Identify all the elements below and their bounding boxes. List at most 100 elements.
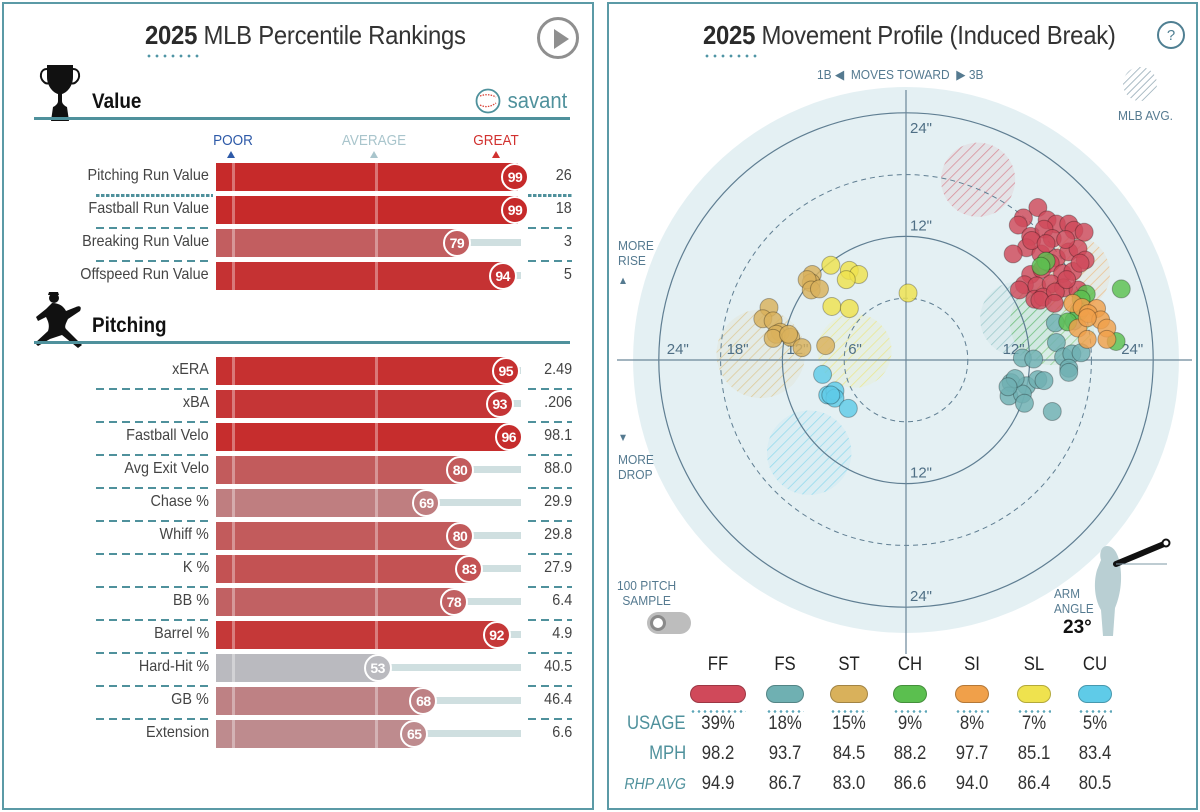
- poor-gridline: [232, 196, 235, 224]
- percentile-bar: [216, 456, 460, 484]
- row-separator: [96, 685, 213, 687]
- percentile-badge: 80: [446, 522, 474, 550]
- average-gridline: [375, 262, 378, 290]
- more-drop-line2: DROP: [618, 467, 653, 482]
- poor-gridline: [232, 489, 235, 517]
- more-rise-line2: RISE: [618, 253, 646, 268]
- percentile-bar: [216, 687, 424, 715]
- metric-row[interactable]: K % 83 27.9: [4, 553, 596, 587]
- metric-row[interactable]: Chase % 69 29.9: [4, 487, 596, 521]
- poor-gridline: [232, 588, 235, 616]
- average-gridline: [375, 456, 378, 484]
- pitch-color-swatch[interactable]: [830, 685, 868, 703]
- arm-label-line1: ARM: [1054, 586, 1081, 601]
- row-separator: [96, 227, 213, 229]
- metric-row[interactable]: xERA 95 2.49: [4, 356, 596, 389]
- metric-row[interactable]: Breaking Run Value 79 3: [4, 227, 596, 261]
- metric-row[interactable]: xBA 93 .206: [4, 388, 596, 422]
- metric-row[interactable]: GB % 68 46.4: [4, 685, 596, 719]
- more-drop-line1: MORE: [618, 452, 654, 467]
- pitch-color-swatch[interactable]: [766, 685, 804, 703]
- pitch-point-cu: [813, 364, 833, 384]
- metric-row[interactable]: Extension 65 6.6: [4, 718, 596, 752]
- pitch-mph: 85.1: [1017, 743, 1051, 764]
- usage-dots: [893, 710, 927, 713]
- sample-line1: 100 PITCH: [617, 578, 677, 593]
- pitch-point-st: [816, 336, 836, 356]
- pitch-color-swatch[interactable]: [955, 685, 989, 703]
- metric-value: 88.0: [543, 460, 572, 477]
- pitch-color-swatch[interactable]: [1017, 685, 1051, 703]
- metric-row[interactable]: Hard-Hit % 53 40.5: [4, 652, 596, 686]
- title-text: MLB Percentile Rankings: [197, 20, 466, 50]
- pitch-point-sl: [822, 296, 842, 316]
- direction-3b: 3B: [968, 67, 984, 82]
- percentile-bar: [216, 196, 518, 224]
- tick-left-24: 24": [667, 341, 689, 358]
- poor-gridline: [232, 357, 235, 385]
- mlb-avg-legend-label: MLB AVG.: [1118, 108, 1173, 123]
- savant-logo[interactable]: savant: [475, 88, 570, 114]
- row-separator: [96, 619, 213, 621]
- metric-row[interactable]: Pitching Run Value 99 26: [4, 162, 596, 195]
- pitch-point-ch: [1031, 256, 1051, 276]
- metric-label: Avg Exit Velo: [124, 460, 209, 477]
- pitch-color-swatch[interactable]: [1078, 685, 1112, 703]
- percentile-badge: 99: [501, 196, 529, 224]
- pitcher-silhouette-icon: [1094, 546, 1122, 636]
- more-rise-label: MORE RISE ▲: [618, 238, 654, 289]
- row-separator: [528, 487, 572, 489]
- tick-bottom-12: 12": [910, 465, 932, 482]
- pitch-sample-toggle[interactable]: [647, 612, 691, 634]
- pitch-mph: 83.4: [1078, 743, 1112, 764]
- metric-row[interactable]: Fastball Velo 96 98.1: [4, 421, 596, 455]
- percentile-badge: 53: [363, 654, 392, 682]
- average-gridline: [375, 163, 378, 191]
- pitch-point-ff: [1008, 215, 1028, 235]
- pitch-color-swatch[interactable]: [893, 685, 927, 703]
- question-mark-icon: ?: [1166, 26, 1176, 44]
- play-button[interactable]: [537, 17, 579, 59]
- pitch-point-fs: [1014, 393, 1034, 413]
- percentile-badge: 94: [488, 262, 517, 290]
- percentile-badge: 78: [439, 588, 468, 616]
- row-header-mph: MPH: [648, 743, 686, 764]
- metric-value: 46.4: [543, 691, 572, 708]
- section-title-pitching: Pitching: [92, 314, 167, 337]
- average-gridline: [375, 687, 378, 715]
- percentile-badge: 93: [485, 390, 514, 418]
- average-gridline: [375, 720, 378, 748]
- arrow-left-icon: ◀: [834, 67, 845, 82]
- help-button[interactable]: ?: [1157, 21, 1185, 49]
- direction-1b: 1B: [817, 67, 832, 82]
- tick-right-24: 24": [1121, 341, 1143, 358]
- toggle-knob: [650, 615, 666, 631]
- trophy-icon: [38, 63, 82, 128]
- percentile-badge: 95: [491, 357, 520, 385]
- row-separator: [528, 388, 572, 390]
- metric-row[interactable]: Fastball Run Value 99 18: [4, 194, 596, 228]
- pitch-usage: 7%: [1021, 713, 1047, 734]
- pitch-mph: 93.7: [768, 743, 802, 764]
- metric-row[interactable]: Whiff % 80 29.8: [4, 520, 596, 554]
- metric-label: Extension: [145, 724, 209, 741]
- metric-value: 29.8: [543, 526, 572, 543]
- average-gridline: [375, 621, 378, 649]
- mlb-avg-legend-swatch: [1123, 67, 1157, 101]
- pitch-color-swatch[interactable]: [690, 685, 746, 703]
- pitch-point-fs: [1042, 402, 1062, 421]
- pitch-usage: 5%: [1082, 713, 1108, 734]
- metric-row[interactable]: Avg Exit Velo 80 88.0: [4, 454, 596, 488]
- metric-row[interactable]: BB % 78 6.4: [4, 586, 596, 620]
- percentile-bar: [216, 262, 503, 290]
- metric-row[interactable]: Offspeed Run Value 94 5: [4, 260, 596, 294]
- metric-row[interactable]: Barrel % 92 4.9: [4, 619, 596, 653]
- pitch-point-ff: [1044, 293, 1064, 313]
- row-separator: [96, 388, 213, 390]
- pitch-point-st: [792, 338, 812, 358]
- percentile-bar: [216, 654, 378, 682]
- percentile-bar: [216, 229, 457, 257]
- metric-value: 27.9: [543, 559, 572, 576]
- pitch-point-ch: [1111, 279, 1131, 299]
- percentile-badge: 96: [494, 423, 523, 451]
